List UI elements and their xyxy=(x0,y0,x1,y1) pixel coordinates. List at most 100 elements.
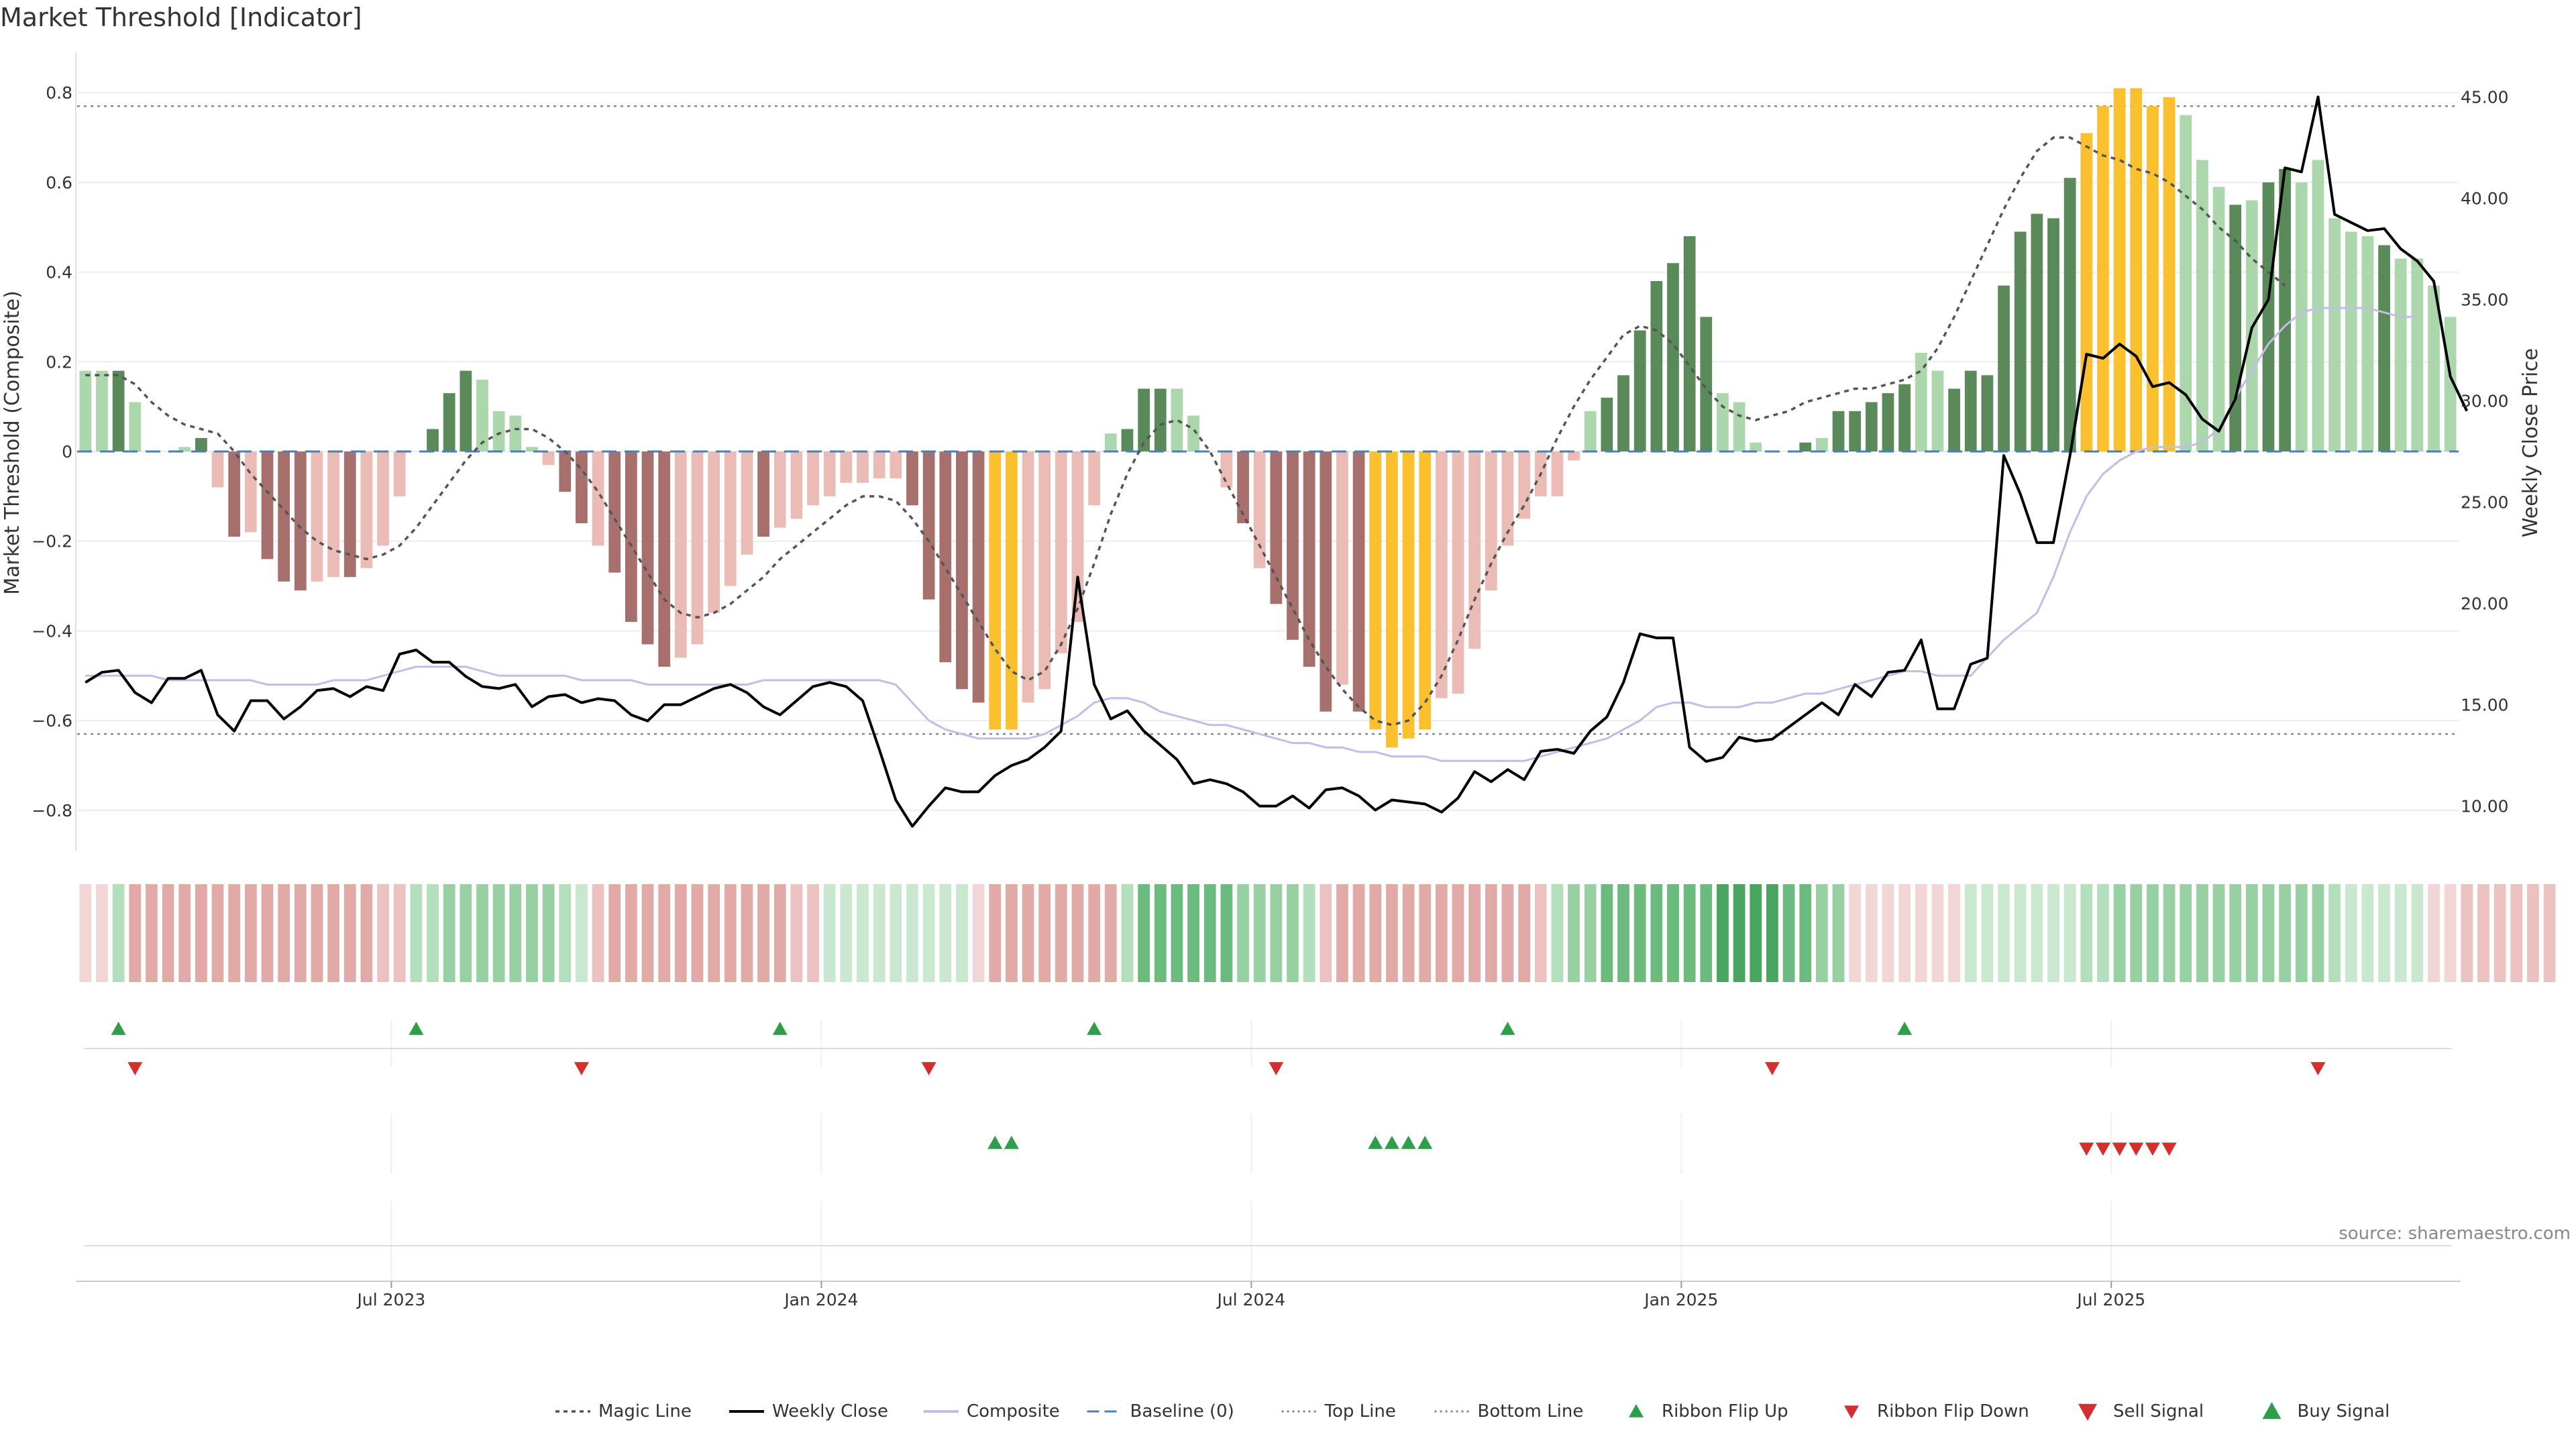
chart-title: Market Threshold [Indicator] xyxy=(0,3,362,32)
composite-bar xyxy=(228,451,241,537)
legend-item: Top Line xyxy=(1281,1401,1396,1421)
ribbon-cell xyxy=(2212,884,2225,982)
composite-bar xyxy=(691,451,704,645)
legend-label: Magic Line xyxy=(598,1401,692,1421)
source-credit: source: sharemaestro.com xyxy=(2339,1224,2571,1244)
ribbon-cell xyxy=(1617,884,1629,982)
composite-bars xyxy=(79,88,2457,748)
composite-bar xyxy=(1468,451,1481,649)
composite-bar xyxy=(1452,451,1464,694)
ribbon-cell xyxy=(492,884,505,982)
composite-bar xyxy=(1386,451,1398,748)
composite-bar xyxy=(311,451,323,582)
composite-bar xyxy=(492,411,505,451)
ribbon-cell xyxy=(1435,884,1448,982)
ribbon-cell xyxy=(278,884,290,982)
composite-bar xyxy=(1270,451,1283,604)
ribbon-cell xyxy=(2080,884,2093,982)
ribbon-cell xyxy=(724,884,737,982)
ribbon-cell xyxy=(1287,884,1299,982)
ribbon-cell xyxy=(1237,884,1249,982)
composite-bar xyxy=(1402,451,1415,739)
composite-bar xyxy=(1006,451,1018,730)
composite-bar xyxy=(674,451,687,658)
legend-item: Bottom Line xyxy=(1434,1401,1584,1421)
ribbon-cell xyxy=(1551,884,1564,982)
composite-bar xyxy=(526,447,538,451)
legend-label: Buy Signal xyxy=(2298,1401,2390,1421)
ribbon-flip-down-marker xyxy=(1764,1062,1780,1075)
composite-bar xyxy=(576,451,588,523)
ribbon-cell xyxy=(2014,884,2027,982)
ribbon-cell xyxy=(1452,884,1464,982)
ribbon-flip-down-marker xyxy=(574,1062,589,1075)
ribbon-cell xyxy=(1386,884,1398,982)
ribbon-cell xyxy=(393,884,406,982)
legend-swatch xyxy=(1629,1404,1644,1417)
ribbon-cell xyxy=(641,884,654,982)
ribbon-cell xyxy=(773,884,786,982)
ribbon-cell xyxy=(1633,884,1646,982)
ribbon-cell xyxy=(2428,884,2440,982)
ribbon-cell xyxy=(2345,884,2357,982)
y-tick-label: 0.4 xyxy=(46,263,72,282)
ribbon-cell xyxy=(1055,884,1067,982)
composite-bar xyxy=(972,451,985,703)
legend-label: Weekly Close xyxy=(772,1401,888,1421)
ribbon-cell xyxy=(2047,884,2059,982)
composite-bar xyxy=(2212,186,2225,451)
ribbon-cell xyxy=(1022,884,1034,982)
composite-bar xyxy=(1898,384,1911,451)
ribbon-cell xyxy=(211,884,224,982)
composite-bar xyxy=(2279,168,2292,451)
ribbon-cell xyxy=(1006,884,1018,982)
ribbon-cell xyxy=(2328,884,2341,982)
ribbon-cell xyxy=(1964,884,1977,982)
ribbon-cell xyxy=(410,884,423,982)
composite-bar xyxy=(1700,317,1713,451)
composite-bar xyxy=(1849,411,1862,451)
ribbon-cell xyxy=(1171,884,1183,982)
composite-bar xyxy=(1915,352,1927,451)
composite-bar xyxy=(1683,236,1696,451)
legend-label: Bottom Line xyxy=(1478,1401,1584,1421)
ribbon-cell xyxy=(757,884,769,982)
ribbon-cell xyxy=(311,884,323,982)
ribbon-cell xyxy=(1981,884,1994,982)
y2-tick-label: 15.00 xyxy=(2461,696,2509,715)
composite-bar xyxy=(641,451,654,645)
composite-bar xyxy=(343,451,356,578)
legend-item: Ribbon Flip Down xyxy=(1844,1401,2029,1421)
composite-bar xyxy=(1121,429,1134,451)
composite-bar xyxy=(1617,375,1629,451)
composite-bar xyxy=(1750,442,1762,451)
legend-item: Magic Line xyxy=(555,1401,692,1421)
legend-label: Ribbon Flip Down xyxy=(1877,1401,2029,1421)
buy-signal-marker xyxy=(1004,1136,1019,1149)
composite-bar xyxy=(1352,451,1365,712)
ribbon-cell xyxy=(576,884,588,982)
ribbon-cell xyxy=(228,884,241,982)
ribbon-cell xyxy=(2477,884,2489,982)
x-tick-label: Jul 2025 xyxy=(2076,1290,2145,1309)
ribbon-cell xyxy=(1485,884,1497,982)
ribbon-cell xyxy=(2113,884,2126,982)
ribbon-cell xyxy=(2361,884,2374,982)
composite-bar xyxy=(96,370,108,451)
ribbon-cell xyxy=(2163,884,2176,982)
ribbon-cell xyxy=(2180,884,2192,982)
ribbon-cell xyxy=(1931,884,1944,982)
y-axis-title: Market Threshold (Composite) xyxy=(1,290,24,595)
sell-signal-marker xyxy=(2079,1142,2094,1156)
sell-signal-marker xyxy=(2112,1142,2127,1156)
composite-bar xyxy=(427,429,439,451)
ribbon-cell xyxy=(1253,884,1266,982)
buy-signal-marker xyxy=(1384,1136,1399,1149)
y2-tick-label: 30.00 xyxy=(2461,391,2509,411)
ribbon-cell xyxy=(162,884,174,982)
ribbon-cell xyxy=(2493,884,2506,982)
composite-bar xyxy=(625,451,637,623)
composite-bar xyxy=(906,451,918,506)
ribbon-flip-up-marker xyxy=(409,1022,424,1035)
